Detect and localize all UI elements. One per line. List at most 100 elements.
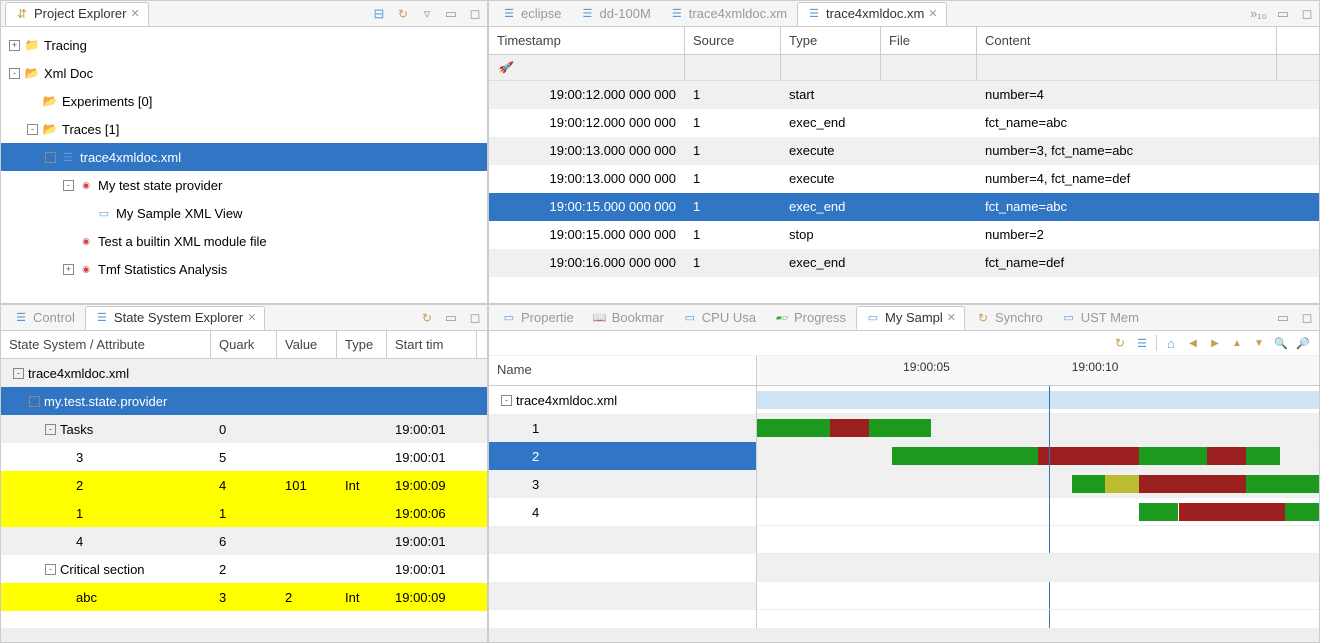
expand-icon[interactable] <box>517 507 528 518</box>
minimize-icon[interactable]: ▭ <box>1275 310 1291 326</box>
expand-icon[interactable] <box>61 592 72 603</box>
state-row[interactable]: -trace4xmldoc.xml <box>1 359 487 387</box>
close-icon[interactable]: ✕ <box>947 311 956 324</box>
prev-icon[interactable] <box>1185 335 1201 351</box>
h-scrollbar[interactable] <box>489 628 1319 642</box>
close-icon[interactable]: ✕ <box>130 7 139 20</box>
expand-icon[interactable] <box>517 451 528 462</box>
column-header[interactable]: Timestamp <box>489 27 685 54</box>
collapse-all-icon[interactable]: ⊟ <box>371 6 387 22</box>
events-body[interactable]: 19:00:12.000 000 0001startnumber=4 19:00:… <box>489 81 1319 304</box>
view-tab[interactable]: Bookmar <box>584 307 672 329</box>
state-row[interactable]: 3519:00:01 <box>1 443 487 471</box>
state-body[interactable]: -trace4xmldoc.xml-my.test.state.provider… <box>1 359 487 628</box>
view-tab[interactable]: Synchro <box>967 307 1051 329</box>
state-row[interactable]: 4619:00:01 <box>1 527 487 555</box>
expand-icon[interactable]: - <box>9 68 20 79</box>
expand-icon[interactable]: + <box>9 40 20 51</box>
state-segment[interactable] <box>1179 503 1286 521</box>
state-segment[interactable] <box>1207 447 1246 465</box>
state-segment[interactable] <box>1285 503 1319 521</box>
events-filter-row[interactable] <box>489 55 1319 81</box>
action-icon[interactable] <box>419 310 435 326</box>
view-tab[interactable]: CPU Usa <box>674 307 764 329</box>
timeline-name-row[interactable]: 1 <box>489 414 756 442</box>
column-header[interactable]: File <box>881 27 977 54</box>
event-row[interactable]: 19:00:16.000 000 0001exec_endfct_name=de… <box>489 249 1319 277</box>
view-tab[interactable]: Control <box>5 307 83 329</box>
state-segment[interactable] <box>1246 475 1319 493</box>
view-tab[interactable]: My Sampl✕ <box>856 306 965 330</box>
expand-icon[interactable] <box>61 452 72 463</box>
state-row[interactable]: -my.test.state.provider <box>1 387 487 415</box>
timeline-name-row[interactable]: 4 <box>489 498 756 526</box>
editor-tab[interactable]: eclipse <box>493 3 569 25</box>
up-icon[interactable] <box>1229 335 1245 351</box>
filter-input[interactable] <box>489 55 685 80</box>
expand-icon[interactable] <box>61 536 72 547</box>
event-row[interactable]: 19:00:13.000 000 0001executenumber=3, fc… <box>489 137 1319 165</box>
event-row[interactable]: 19:00:15.000 000 0001stopnumber=2 <box>489 221 1319 249</box>
legend-icon[interactable] <box>1134 335 1150 351</box>
minimize-icon[interactable]: ▭ <box>443 310 459 326</box>
tree-item[interactable]: My Sample XML View <box>1 199 487 227</box>
timeline-lane[interactable] <box>757 386 1319 414</box>
state-row[interactable]: 24101Int19:00:09 <box>1 471 487 499</box>
event-row[interactable]: 19:00:12.000 000 0001startnumber=4 <box>489 81 1319 109</box>
expand-icon[interactable]: - <box>29 396 40 407</box>
close-icon[interactable]: ✕ <box>247 311 256 324</box>
tree-item[interactable]: Test a builtin XML module file <box>1 227 487 255</box>
state-segment[interactable] <box>1246 447 1280 465</box>
view-tab[interactable]: State System Explorer✕ <box>85 306 266 330</box>
expand-icon[interactable] <box>63 236 74 247</box>
timeline-lane[interactable] <box>757 498 1319 526</box>
timeline-lane[interactable] <box>757 414 1319 442</box>
state-segment[interactable] <box>869 419 931 437</box>
expand-icon[interactable]: - <box>501 395 512 406</box>
column-header[interactable]: Type <box>337 331 387 358</box>
editor-tab[interactable]: dd-100M <box>571 3 658 25</box>
column-header[interactable]: Quark <box>211 331 277 358</box>
minimize-icon[interactable]: ▭ <box>443 6 459 22</box>
expand-icon[interactable] <box>517 479 528 490</box>
view-tab[interactable]: UST Mem <box>1053 307 1147 329</box>
link-editor-icon[interactable] <box>395 6 411 22</box>
down-icon[interactable] <box>1251 335 1267 351</box>
minimize-icon[interactable]: ▭ <box>1275 6 1291 22</box>
maximize-icon[interactable]: ◻ <box>467 310 483 326</box>
expand-icon[interactable]: - <box>45 152 56 163</box>
state-segment[interactable] <box>1139 475 1246 493</box>
state-segment[interactable] <box>757 419 830 437</box>
expand-icon[interactable] <box>517 423 528 434</box>
view-tab[interactable]: Propertie <box>493 307 582 329</box>
state-segment[interactable] <box>1038 447 1139 465</box>
explorer-tree[interactable]: +Tracing-Xml DocExperiments [0]-Traces [… <box>1 27 487 303</box>
tree-item[interactable]: -Xml Doc <box>1 59 487 87</box>
filter-input[interactable] <box>977 55 1277 80</box>
expand-icon[interactable] <box>27 96 38 107</box>
state-segment[interactable] <box>1139 503 1178 521</box>
maximize-icon[interactable]: ◻ <box>1299 6 1315 22</box>
column-header[interactable]: Start tim <box>387 331 477 358</box>
close-icon[interactable]: ✕ <box>928 7 937 20</box>
column-header[interactable]: Type <box>781 27 881 54</box>
state-row[interactable]: -Critical section219:00:01 <box>1 555 487 583</box>
expand-icon[interactable]: - <box>45 564 56 575</box>
timeline-name-row[interactable]: -trace4xmldoc.xml <box>489 386 756 414</box>
editor-tab[interactable]: trace4xmldoc.xm <box>661 3 795 25</box>
state-row[interactable]: abc32Int19:00:09 <box>1 583 487 611</box>
tree-item[interactable]: -trace4xmldoc.xml <box>1 143 487 171</box>
expand-icon[interactable]: - <box>27 124 38 135</box>
timeline-lane[interactable] <box>757 470 1319 498</box>
state-segment[interactable] <box>757 391 1319 409</box>
tree-item[interactable]: +Tmf Statistics Analysis <box>1 255 487 283</box>
event-row[interactable]: 19:00:15.000 000 0001exec_endfct_name=ab… <box>489 193 1319 221</box>
state-segment[interactable] <box>830 419 869 437</box>
column-header[interactable]: State System / Attribute <box>1 331 211 358</box>
column-header[interactable]: Content <box>977 27 1277 54</box>
state-segment[interactable] <box>1072 475 1106 493</box>
zoom-out-icon[interactable] <box>1295 335 1311 351</box>
timeline-lane[interactable] <box>757 442 1319 470</box>
tree-item[interactable]: -Traces [1] <box>1 115 487 143</box>
editor-tab[interactable]: trace4xmldoc.xm✕ <box>797 2 946 26</box>
